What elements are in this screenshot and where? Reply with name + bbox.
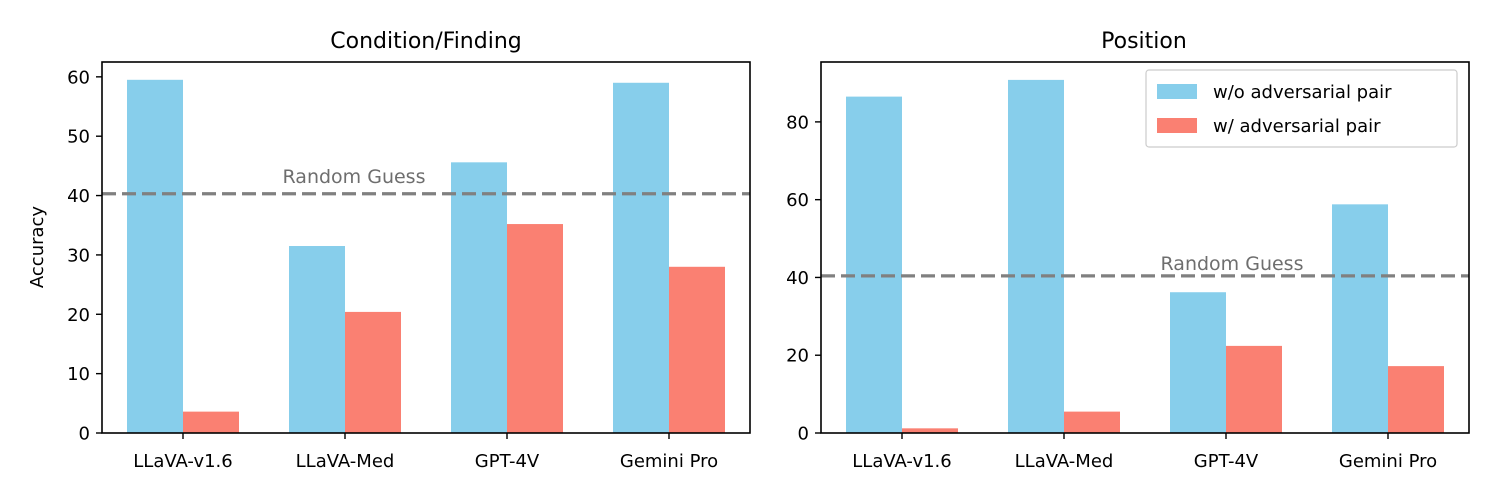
chart-title: Position xyxy=(1101,29,1187,54)
random-guess-line-group: Random Guess xyxy=(102,166,750,196)
legend-frame xyxy=(1145,69,1458,148)
legend-label-without-adversarial: w/o adversarial pair xyxy=(1213,82,1392,103)
bar-gemini-pro-with-adversarial xyxy=(669,266,725,433)
y-tick-label: 60 xyxy=(67,67,90,88)
x-tick-label-gemini-pro: Gemini Pro xyxy=(620,451,718,472)
bar-gpt-4v-with-adversarial xyxy=(507,224,563,433)
y-tick-label: 40 xyxy=(786,268,809,289)
y-tick-label: 0 xyxy=(79,424,90,445)
axes: 0 10 20 30 40 50 60 LLaVA-v1.6 LLaVA-Med GPT-4V Ge… xyxy=(67,61,751,472)
bar-gemini-pro-without-adversarial xyxy=(613,82,669,433)
y-tick-label: 40 xyxy=(67,186,90,207)
y-tick-label: 20 xyxy=(67,305,90,326)
plot-frame xyxy=(820,61,1470,434)
axes: 0 20 40 60 80 LLaVA-v1.6 LLaVA-Med GPT-4V Gemini… xyxy=(786,61,1470,472)
chart-condition-finding: Condition/Finding Accuracy Random Guess … xyxy=(27,29,751,472)
x-tick-label-gpt-4v: GPT-4V xyxy=(1194,451,1259,472)
bar-gemini-pro-without-adversarial xyxy=(1332,204,1388,433)
random-guess-label: Random Guess xyxy=(1161,253,1304,275)
bar-llava-med-with-adversarial xyxy=(345,311,401,433)
y-tick-label: 20 xyxy=(786,346,809,367)
bar-gpt-4v-without-adversarial xyxy=(1170,292,1226,433)
y-tick-label: 80 xyxy=(786,112,809,133)
y-axis-label: Accuracy xyxy=(27,206,48,289)
plot-frame xyxy=(101,61,751,434)
bar-llava-v1-6-with-adversarial xyxy=(183,411,239,433)
legend: w/o adversarial pair w/ adversarial pair xyxy=(1145,69,1458,148)
bar-llava-med-without-adversarial xyxy=(289,246,345,433)
bar-gpt-4v-without-adversarial xyxy=(451,162,507,433)
y-tick-label: 10 xyxy=(67,364,90,385)
bar-gemini-pro-with-adversarial xyxy=(1388,366,1444,433)
bar-gpt-4v-with-adversarial xyxy=(1226,345,1282,433)
bar-llava-v1-6-with-adversarial xyxy=(902,428,958,433)
bars xyxy=(846,79,1444,433)
legend-label-with-adversarial: w/ adversarial pair xyxy=(1213,116,1381,137)
y-tick-label: 50 xyxy=(67,127,90,148)
x-tick-label-gpt-4v: GPT-4V xyxy=(475,451,540,472)
chart-position: Position Random Guess 0 20 40 60 80 LLaVA-v1.… xyxy=(786,29,1470,472)
legend-swatch-with-adversarial xyxy=(1157,118,1197,133)
x-tick-label-llava-v1-6: LLaVA-v1.6 xyxy=(133,451,232,472)
random-guess-line-group: Random Guess xyxy=(821,253,1469,278)
random-guess-label: Random Guess xyxy=(283,166,426,188)
bar-llava-med-with-adversarial xyxy=(1064,411,1120,433)
x-tick-label-llava-med: LLaVA-Med xyxy=(1015,451,1114,472)
legend-swatch-without-adversarial xyxy=(1157,84,1197,99)
x-tick-label-llava-med: LLaVA-Med xyxy=(296,451,395,472)
y-tick-label: 60 xyxy=(786,190,809,211)
bars xyxy=(127,79,725,434)
x-tick-label-gemini-pro: Gemini Pro xyxy=(1339,451,1437,472)
x-tick-label-llava-v1-6: LLaVA-v1.6 xyxy=(852,451,951,472)
bar-llava-med-without-adversarial xyxy=(1008,79,1064,433)
chart-title: Condition/Finding xyxy=(330,29,522,54)
bar-llava-v1-6-without-adversarial xyxy=(846,96,902,433)
bar-llava-v1-6-without-adversarial xyxy=(127,79,183,434)
y-tick-label: 30 xyxy=(67,245,90,266)
y-tick-label: 0 xyxy=(798,424,809,445)
